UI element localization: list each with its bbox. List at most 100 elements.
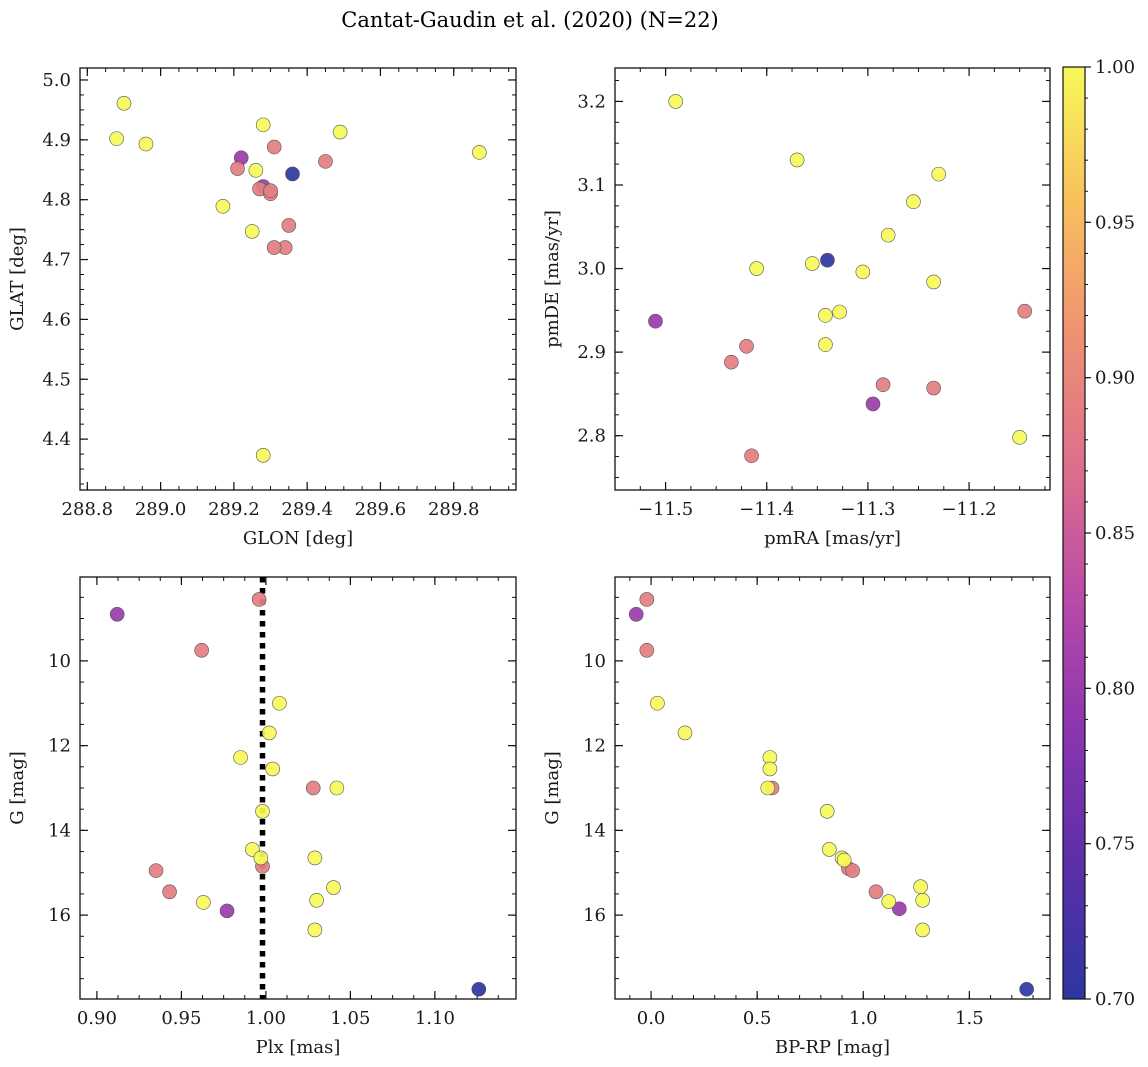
data-point xyxy=(892,901,907,917)
y-tick-label: 14 xyxy=(583,820,606,841)
x-axis-label: BP-RP [mag] xyxy=(775,1037,890,1058)
data-point xyxy=(326,880,341,895)
data-point xyxy=(253,850,269,866)
data-point xyxy=(762,761,778,777)
major-ticks xyxy=(615,68,1050,490)
x-tick-label: 1.0 xyxy=(849,1008,878,1029)
data-point xyxy=(332,124,348,140)
data-point xyxy=(650,695,665,711)
y-tick-label: 3.2 xyxy=(577,91,606,112)
x-tick-label: −11.4 xyxy=(739,499,794,520)
data-point xyxy=(832,304,847,320)
data-point xyxy=(804,256,820,271)
major-ticks xyxy=(615,577,1050,999)
data-point xyxy=(926,274,941,290)
x-tick-label: 289.2 xyxy=(208,499,260,520)
y-tick-label: 4.9 xyxy=(42,130,71,151)
data-point xyxy=(931,166,947,182)
y-tick-label: 4.5 xyxy=(42,369,71,390)
data-point xyxy=(818,308,833,323)
y-tick-label: 10 xyxy=(583,651,606,672)
data-point xyxy=(906,194,921,210)
plot-frame xyxy=(614,67,1051,491)
data-point xyxy=(820,252,835,268)
data-point xyxy=(836,852,852,868)
data-point xyxy=(668,94,683,109)
x-tick-label: 289.8 xyxy=(428,499,480,520)
data-point xyxy=(865,396,881,412)
x-tick-label: 0.5 xyxy=(743,1008,772,1029)
data-point xyxy=(255,447,271,463)
x-tick-label: 1.00 xyxy=(246,1008,286,1029)
data-point xyxy=(739,338,754,354)
colorbar-tick-label: 0.75 xyxy=(1095,834,1135,855)
x-axis-label: Plx [mas] xyxy=(256,1037,341,1058)
x-tick-label: 288.8 xyxy=(62,499,114,520)
y-tick-label: 12 xyxy=(48,736,71,757)
data-point xyxy=(471,981,487,997)
figure-title: Cantat-Gaudin et al. (2020) (N=22) xyxy=(341,8,719,32)
y-tick-label: 4.4 xyxy=(42,429,71,450)
data-point xyxy=(116,96,132,111)
data-point xyxy=(677,725,693,741)
data-point xyxy=(266,240,282,255)
y-tick-label: 5.0 xyxy=(42,70,71,91)
data-point xyxy=(251,592,267,607)
data-point xyxy=(309,892,324,908)
colorbar-tick-label: 1.00 xyxy=(1095,57,1135,78)
plot-frame xyxy=(614,576,1051,1000)
data-point xyxy=(822,842,837,857)
data-point xyxy=(639,592,655,607)
data-point xyxy=(307,922,323,938)
colorbar-ticks: 0.70 0.75 0.80 0.85 0.90 0.95 1.00 xyxy=(1085,57,1135,1010)
x-axis-label: GLON [deg] xyxy=(243,528,353,549)
panel-color-magnitude: 0.0 0.5 1.0 1.5 10 12 14 16 BP-RP [mag] G [mag] xyxy=(542,576,1051,1058)
data-point xyxy=(789,152,805,168)
panel-galactic-position: 288.8 289.0 289.2 289.4 289.6 289.8 4.4 4.5 4.6 4… xyxy=(7,67,517,549)
data-point xyxy=(1017,303,1033,319)
data-points xyxy=(648,94,1033,464)
data-point xyxy=(639,642,655,658)
minor-ticks xyxy=(614,68,1050,490)
data-point xyxy=(255,117,271,133)
data-point xyxy=(219,903,235,919)
colorbar-tick-label: 0.85 xyxy=(1095,523,1135,544)
data-point xyxy=(196,895,211,910)
data-point xyxy=(281,218,297,233)
y-tick-label: 10 xyxy=(48,651,71,672)
data-point xyxy=(628,606,644,622)
colorbar-gradient xyxy=(1062,66,1086,1000)
data-point xyxy=(819,804,835,819)
y-tick-label: 12 xyxy=(583,736,606,757)
data-point xyxy=(855,264,871,280)
x-tick-label: −11.3 xyxy=(840,499,895,520)
plot-frame xyxy=(79,576,517,1000)
data-point xyxy=(230,161,245,176)
data-point xyxy=(724,354,739,370)
y-tick-label: 3.1 xyxy=(577,175,606,196)
y-tick-label: 4.7 xyxy=(42,250,71,271)
data-point xyxy=(148,863,164,878)
data-point xyxy=(263,183,278,199)
y-tick-label: 2.8 xyxy=(577,426,606,447)
data-point xyxy=(248,163,264,178)
data-point xyxy=(845,863,860,878)
y-tick-label: 16 xyxy=(48,905,71,926)
data-point xyxy=(307,850,323,866)
x-tick-label: 0.95 xyxy=(161,1008,201,1029)
x-tick-label: 0.90 xyxy=(77,1008,117,1029)
data-point xyxy=(915,922,930,938)
data-point xyxy=(915,892,930,908)
major-ticks xyxy=(80,68,516,490)
data-point xyxy=(138,136,154,152)
colorbar-tick-label: 0.70 xyxy=(1095,989,1135,1010)
data-point xyxy=(926,380,941,396)
data-point xyxy=(233,750,248,765)
y-tick-label: 4.8 xyxy=(42,190,71,211)
data-point xyxy=(1019,981,1034,997)
data-point xyxy=(266,139,282,155)
colorbar-tick-label: 0.90 xyxy=(1095,368,1135,389)
data-point xyxy=(318,154,333,169)
x-tick-label: 289.6 xyxy=(355,499,407,520)
data-point xyxy=(472,145,487,160)
